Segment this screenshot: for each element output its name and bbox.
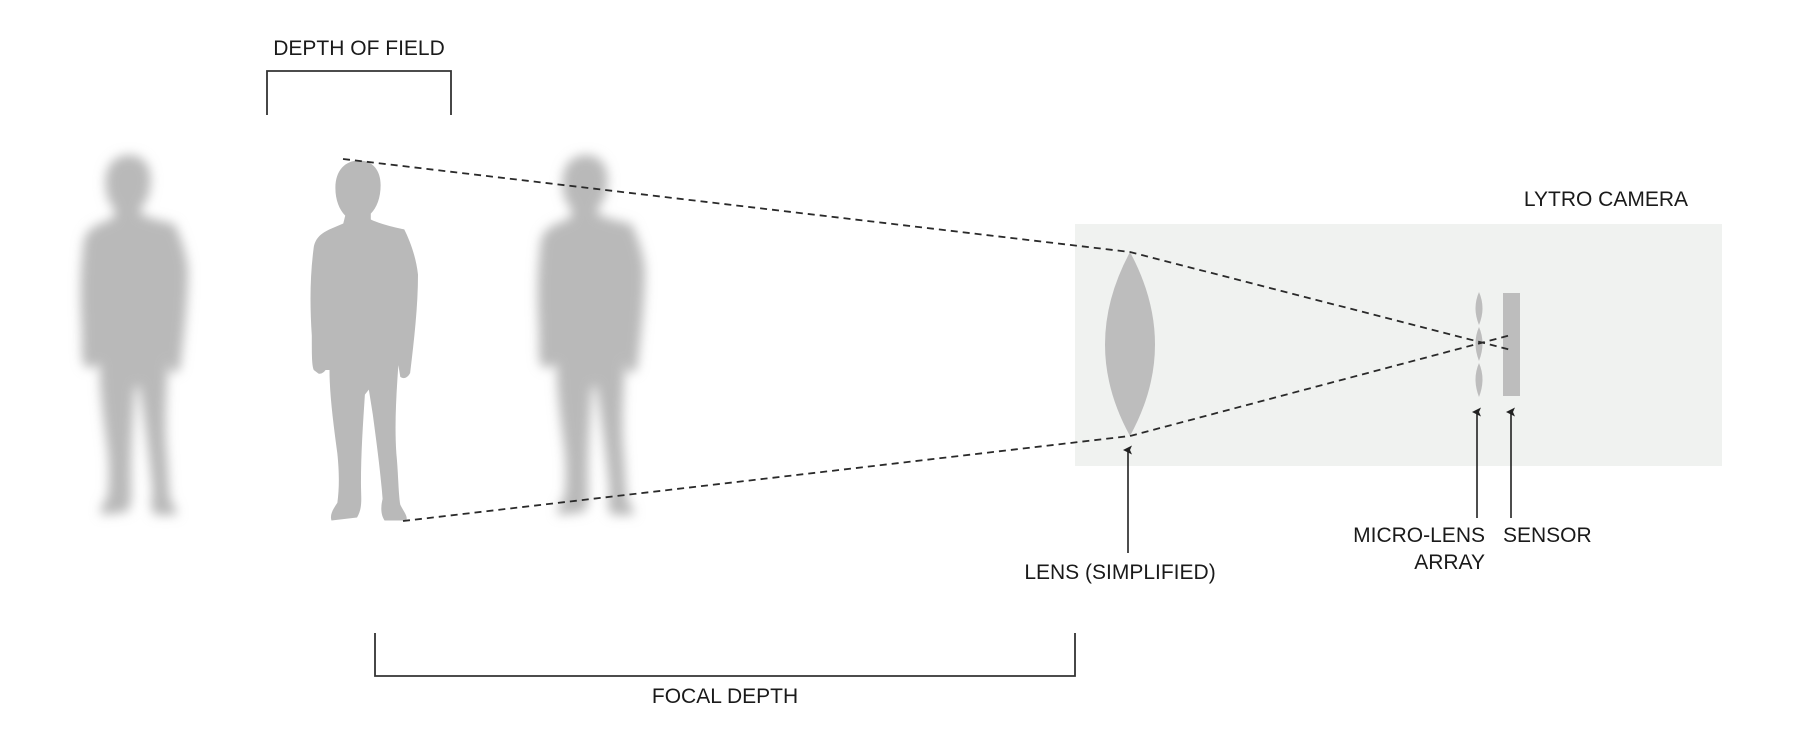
blurred-person-left	[80, 155, 188, 515]
camera-body	[1075, 224, 1722, 466]
blurred-person-right	[537, 155, 645, 515]
lens-label: LENS (SIMPLIFIED)	[1024, 561, 1215, 584]
depth-of-field-bracket	[266, 70, 452, 115]
micro-lens-label-line1: MICRO-LENS	[1353, 524, 1485, 547]
light-rays	[342, 158, 1512, 522]
lytro-camera-label: LYTRO CAMERA	[1524, 188, 1688, 211]
depth-of-field-label: DEPTH OF FIELD	[273, 37, 445, 60]
micro-lens-label-line2: ARRAY	[1414, 551, 1485, 574]
main-lens	[1105, 252, 1155, 436]
focal-depth-bracket	[374, 633, 1076, 677]
sensor	[1503, 293, 1520, 396]
sensor-label: SENSOR	[1503, 524, 1592, 547]
micro-lens-array	[1475, 292, 1483, 397]
focal-depth-label: FOCAL DEPTH	[652, 685, 798, 708]
focused-person	[310, 160, 418, 521]
